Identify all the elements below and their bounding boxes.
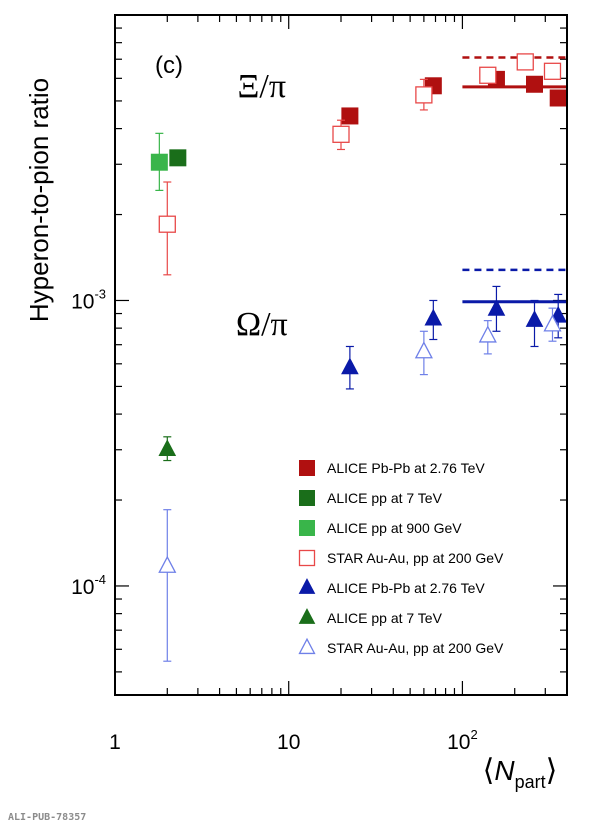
data-point-square (516, 53, 534, 71)
x-axis-label-close: ⟩ (546, 754, 558, 787)
y-tick-label-exponent: -4 (94, 572, 106, 587)
x-tick-label-exponent: 2 (470, 727, 477, 742)
data-point-square (549, 89, 567, 107)
legend-marker (299, 460, 315, 476)
y-tick-label-exponent: -3 (94, 286, 106, 301)
legend-marker (298, 637, 316, 655)
x-axis-label-subscript: part (515, 772, 546, 792)
legend-label: ALICE Pb-Pb at 2.76 TeV (327, 580, 485, 596)
data-point-square (332, 125, 350, 143)
legend-marker (298, 549, 316, 567)
x-tick-label: 102 (447, 727, 478, 754)
data-point-square (415, 86, 433, 104)
reference-lines-layer (462, 56, 567, 304)
plot-frame (114, 14, 568, 696)
legend-label: ALICE pp at 7 TeV (327, 610, 443, 626)
data-point-triangle (341, 357, 359, 375)
data-point-square (150, 153, 168, 171)
legend-label: STAR Au-Au, pp at 200 GeV (327, 550, 504, 566)
y-tick-label-base: 10 (71, 290, 94, 313)
data-point-square (543, 62, 562, 80)
data-point-triangle (424, 308, 443, 326)
legend-label: ALICE pp at 900 GeV (327, 520, 462, 536)
x-tick-label-base: 10 (447, 731, 470, 754)
x-tick-label: 1 (109, 731, 121, 754)
legend-marker (298, 608, 316, 624)
legend-label: STAR Au-Au, pp at 200 GeV (327, 640, 504, 656)
group-label: Ω/π (236, 306, 288, 343)
data-point-triangle (414, 341, 433, 359)
legend-marker (299, 520, 315, 536)
data-point-triangle (158, 555, 177, 573)
data-point-square (479, 66, 497, 84)
figure-credit: ALI-PUB-78357 (8, 812, 87, 823)
x-tick-label: 10 (277, 731, 300, 754)
panel-label: (c) (155, 52, 183, 79)
legend: ALICE Pb-Pb at 2.76 TeV ALICE pp at 7 TeV… (298, 460, 504, 656)
data-point-triangle (478, 325, 497, 343)
y-axis-label: Hyperon-to-pion ratio (24, 78, 54, 322)
legend-label: ALICE pp at 7 TeV (327, 490, 443, 506)
x-tick-label-base: 1 (109, 731, 121, 754)
data-point-triangle (543, 314, 562, 332)
y-tick-label: 10-3 (71, 286, 106, 313)
data-point-triangle (525, 310, 544, 327)
data-point-square (341, 107, 359, 125)
ticks-layer (114, 14, 568, 695)
group-label: Ξ/π (238, 68, 286, 105)
data-point-triangle (158, 439, 177, 457)
data-point-square (169, 149, 187, 167)
x-axis-label-symbol: N (494, 755, 515, 786)
x-tick-label-base: 10 (277, 731, 300, 754)
y-tick-label: 10-4 (71, 572, 106, 599)
legend-marker (299, 490, 315, 506)
data-points-layer (150, 53, 568, 662)
x-axis-label-open: ⟨ (483, 754, 495, 787)
y-tick-label-base: 10 (71, 576, 94, 599)
legend-marker (298, 578, 316, 594)
data-point-square (158, 215, 176, 233)
data-point-triangle (487, 298, 506, 316)
x-axis-label: ⟨Npart⟩ (483, 754, 558, 792)
legend-label: ALICE Pb-Pb at 2.76 TeV (327, 460, 485, 476)
data-point-square (526, 75, 544, 93)
